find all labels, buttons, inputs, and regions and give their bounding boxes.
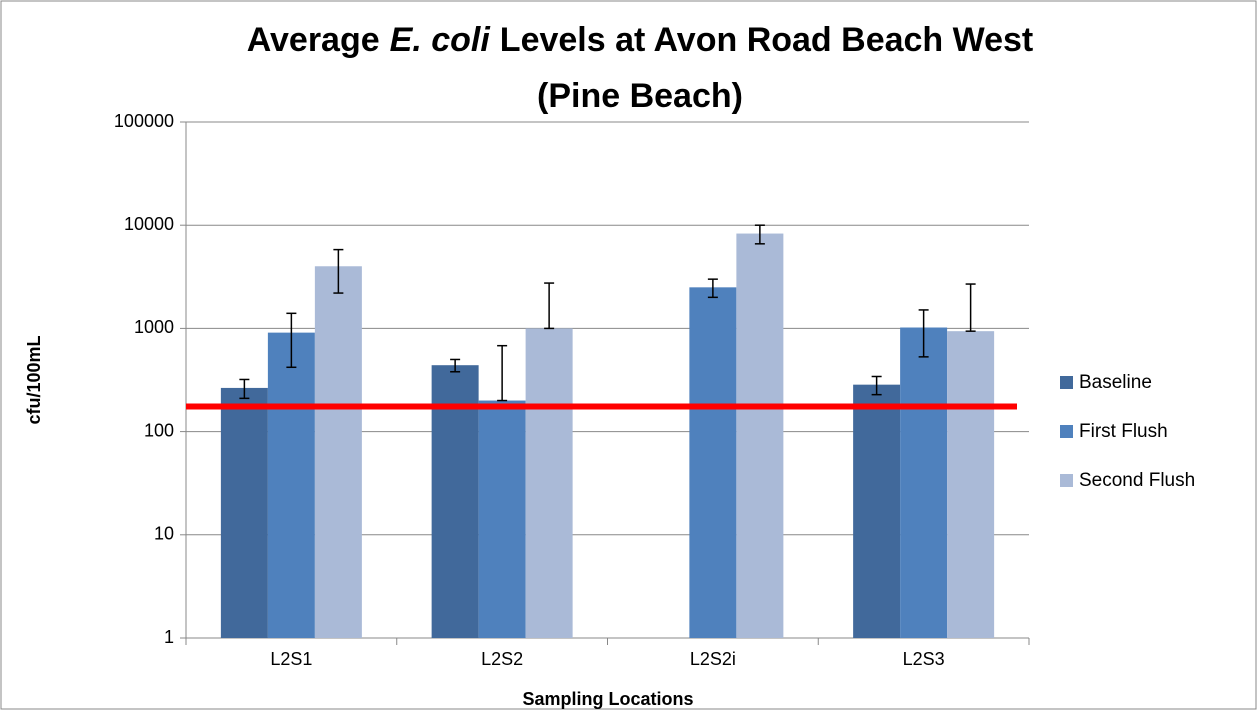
bar [853, 384, 901, 638]
title-run: E. coli [390, 21, 492, 59]
error-bar [544, 282, 555, 330]
x-tick-label: L2S1 [270, 649, 312, 669]
bar [220, 387, 268, 638]
y-tick-label: 1000 [134, 317, 174, 337]
y-tick-label: 1 [164, 627, 174, 647]
legend-swatch [1060, 376, 1073, 389]
legend-swatch [1060, 474, 1073, 487]
bar [689, 287, 737, 638]
legend-label: Second Flush [1079, 470, 1195, 491]
error-bar [239, 378, 250, 400]
bar [314, 266, 362, 638]
y-tick-label: 10000 [124, 214, 174, 234]
y-tick-label: 10 [154, 524, 174, 544]
x-tick-label: L2S3 [903, 649, 945, 669]
bar [900, 327, 948, 638]
error-bar [871, 375, 882, 396]
chart-title: (Pine Beach) [537, 77, 743, 115]
error-bar [707, 278, 718, 299]
error-bar [918, 309, 929, 358]
title-run: Average [247, 21, 380, 59]
y-tick-label: 100000 [114, 111, 174, 131]
legend-label: First Flush [1079, 421, 1168, 442]
y-tick-label: 100 [144, 420, 174, 440]
bar [525, 328, 573, 638]
error-bar [286, 312, 297, 369]
error-bar [754, 224, 765, 245]
x-tick-label: L2S2i [690, 649, 736, 669]
x-axis-label: Sampling Locations [522, 689, 693, 709]
chart-title: Average E. coli Levels at Avon Road Beach … [247, 21, 1034, 59]
legend-swatch [1060, 425, 1073, 438]
y-axis-label: cfu/100mL [24, 335, 44, 424]
bar [736, 233, 784, 638]
x-tick-label: L2S2 [481, 649, 523, 669]
bar [478, 400, 526, 638]
error-bar [333, 248, 344, 294]
bar [947, 331, 995, 638]
title-run: Levels at Avon Road Beach West [500, 21, 1033, 59]
error-bar [965, 283, 976, 332]
bar [267, 332, 315, 638]
bar [431, 365, 479, 638]
legend-label: Baseline [1079, 372, 1152, 393]
error-bar [450, 358, 461, 373]
error-bar [497, 344, 508, 402]
